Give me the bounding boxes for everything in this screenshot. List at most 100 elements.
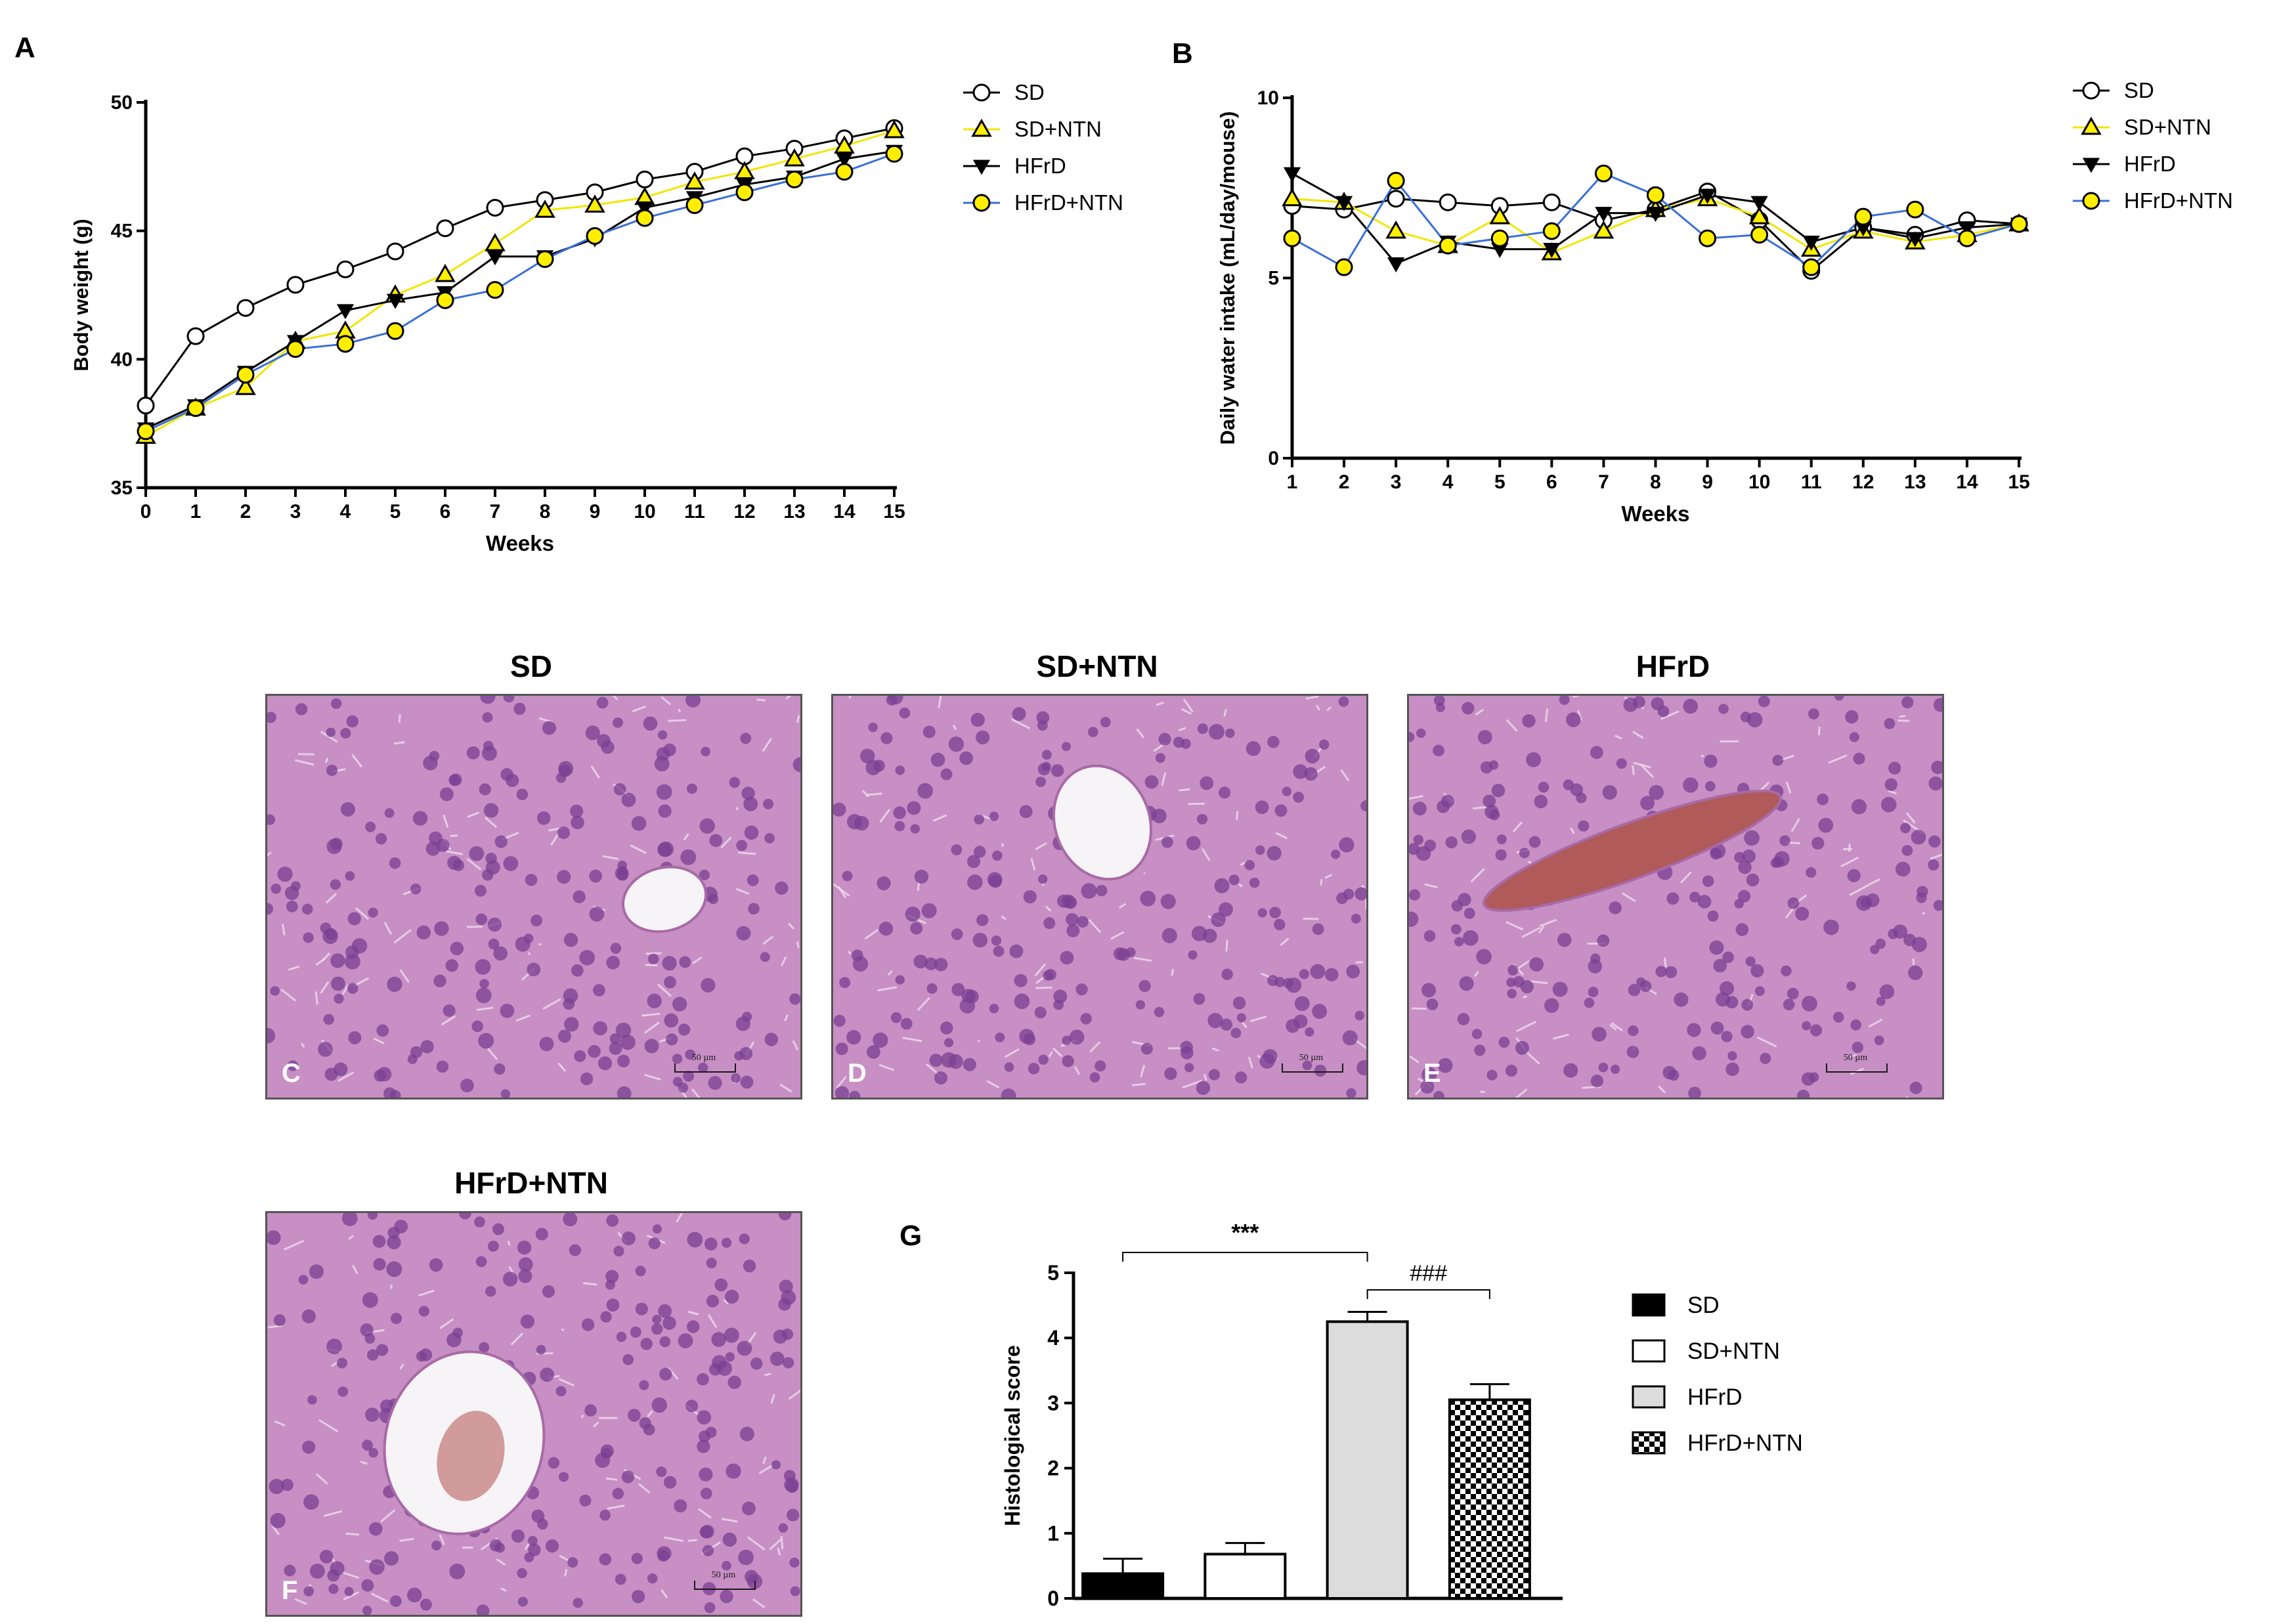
data-point-hfrd-ntn bbox=[236, 366, 255, 384]
x-tick-label: 3 bbox=[1391, 471, 1402, 493]
nucleus bbox=[789, 1557, 800, 1568]
nucleus bbox=[951, 983, 965, 996]
nucleus bbox=[1809, 1024, 1823, 1036]
sinusoid bbox=[1538, 925, 1545, 933]
sinusoid bbox=[1035, 986, 1052, 989]
sinusoid bbox=[847, 951, 852, 955]
nucleus bbox=[789, 993, 800, 1005]
nucleus bbox=[778, 1213, 792, 1221]
nucleus bbox=[1457, 1013, 1470, 1025]
sinusoid bbox=[735, 887, 750, 895]
x-tick-label: 7 bbox=[1598, 471, 1609, 493]
tissue-background bbox=[833, 696, 1366, 1098]
nucleus bbox=[617, 861, 627, 870]
nucleus bbox=[1781, 965, 1792, 977]
sinusoid bbox=[324, 758, 329, 763]
nucleus bbox=[469, 846, 485, 861]
sinusoid bbox=[341, 984, 350, 995]
nucleus bbox=[295, 703, 308, 716]
nucleus bbox=[748, 903, 760, 915]
nucleus bbox=[991, 935, 1002, 946]
sinusoid bbox=[645, 952, 662, 955]
nucleus bbox=[599, 1509, 611, 1521]
sinusoid bbox=[1326, 706, 1332, 712]
nucleus bbox=[488, 938, 500, 950]
nucleus bbox=[921, 903, 937, 918]
nucleus bbox=[589, 869, 603, 883]
nucleus bbox=[1053, 989, 1068, 1004]
nucleus bbox=[1060, 951, 1074, 965]
scale-bar bbox=[1826, 1063, 1888, 1073]
sinusoid bbox=[836, 1075, 847, 1090]
nucleus bbox=[597, 1056, 613, 1071]
sinusoid bbox=[762, 738, 772, 752]
scale-bar-label: 50 µm bbox=[711, 1570, 736, 1580]
nucleus bbox=[410, 884, 422, 895]
nucleus bbox=[365, 1407, 379, 1422]
sinusoid bbox=[564, 1569, 568, 1577]
nucleus bbox=[790, 1586, 800, 1596]
data-point-hfrd-ntn bbox=[1750, 226, 1769, 244]
nucleus bbox=[635, 1266, 646, 1277]
y-tick-label: 4 bbox=[1047, 1326, 1059, 1350]
nucleus bbox=[1611, 1064, 1620, 1075]
sinusoid bbox=[370, 1592, 389, 1603]
nucleus bbox=[318, 1042, 333, 1057]
x-tick-label: 7 bbox=[490, 501, 501, 523]
nucleus bbox=[1483, 794, 1496, 808]
data-point-hfrd-ntn bbox=[1490, 229, 1509, 247]
nucleus bbox=[1901, 696, 1914, 709]
nucleus bbox=[303, 1494, 319, 1510]
nucleus bbox=[345, 871, 355, 881]
sinusoid bbox=[938, 696, 942, 709]
sinusoid bbox=[439, 1318, 454, 1330]
nucleus bbox=[609, 1033, 621, 1044]
sinusoid bbox=[887, 970, 893, 976]
nucleus bbox=[914, 869, 929, 884]
sinusoid bbox=[877, 986, 898, 992]
x-tick-label: 10 bbox=[634, 501, 655, 523]
nucleus bbox=[1312, 1004, 1328, 1019]
histology-image-f: 50 µm F bbox=[265, 1211, 802, 1617]
nucleus bbox=[685, 1049, 695, 1060]
sinusoid bbox=[1238, 883, 1243, 887]
series-line-hfrd-ntn bbox=[145, 152, 895, 433]
sinusoid bbox=[1275, 832, 1288, 840]
nucleus bbox=[494, 835, 508, 848]
nucleus bbox=[1219, 786, 1231, 799]
nucleus bbox=[699, 818, 715, 834]
nucleus bbox=[387, 1235, 401, 1250]
nucleus bbox=[1476, 949, 1492, 965]
sinusoid bbox=[848, 696, 852, 699]
sinusoid bbox=[446, 850, 464, 855]
nucleus bbox=[940, 1021, 953, 1035]
nucleus bbox=[1491, 783, 1506, 798]
nucleus bbox=[993, 945, 1005, 957]
nucleus bbox=[992, 850, 1003, 861]
nucleus bbox=[1578, 820, 1590, 832]
nucleus bbox=[1754, 986, 1765, 996]
sinusoid bbox=[399, 1363, 404, 1370]
nucleus bbox=[1710, 1021, 1724, 1035]
sinusoid bbox=[315, 1473, 328, 1485]
nucleus bbox=[948, 736, 964, 752]
nucleus bbox=[418, 1306, 430, 1317]
sinusoid bbox=[1324, 874, 1333, 879]
nucleus bbox=[1230, 1027, 1242, 1038]
data-point-sd-ntn bbox=[834, 135, 855, 154]
y-axis-title: Body weight (g) bbox=[70, 219, 93, 371]
nucleus bbox=[699, 1467, 713, 1482]
sinusoid bbox=[383, 922, 393, 935]
nucleus bbox=[847, 814, 863, 830]
nucleus bbox=[516, 788, 529, 801]
data-point-hfrd-ntn bbox=[735, 183, 754, 202]
sinusoid bbox=[280, 988, 297, 1002]
nucleus bbox=[621, 1231, 636, 1246]
nucleus bbox=[1747, 712, 1763, 728]
series-line-sd-ntn bbox=[145, 129, 895, 438]
sinusoid bbox=[735, 807, 739, 811]
nucleus bbox=[286, 901, 298, 912]
nucleus bbox=[1528, 836, 1541, 848]
data-point-sd bbox=[436, 219, 454, 238]
nucleus bbox=[959, 751, 974, 765]
